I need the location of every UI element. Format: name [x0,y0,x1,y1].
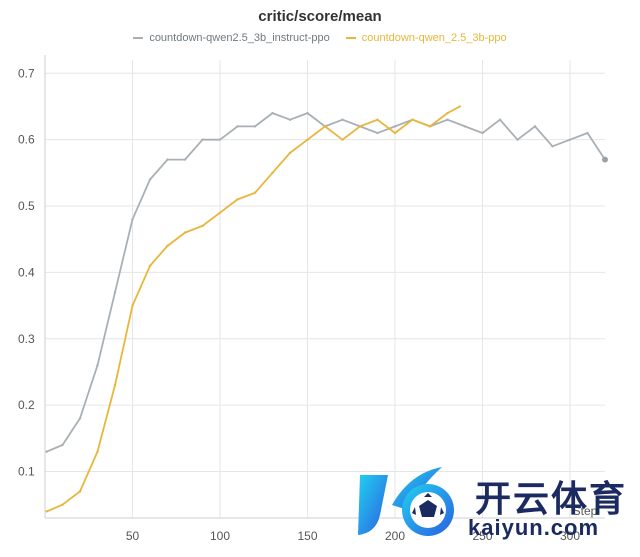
series-1-point[interactable] [96,450,99,453]
series-1-point[interactable] [131,304,134,307]
chart-title: critic/score/mean [258,8,382,25]
series-1-point[interactable] [393,131,397,135]
series-0-end-marker [602,156,608,163]
series-1-point[interactable] [341,138,344,141]
series-0-point[interactable] [498,118,502,121]
series-1-point[interactable] [323,125,327,128]
series-1-point[interactable] [376,118,379,121]
series-0-point[interactable] [236,125,239,128]
legend-item-base[interactable]: countdown-qwen_2.5_3b-ppo [345,32,507,44]
legend-label-instruct: countdown-qwen2.5_3b_instruct-ppo [149,32,330,44]
series-0-point[interactable] [96,364,99,367]
series-0-point[interactable] [551,145,554,148]
series-1-point[interactable] [458,105,461,108]
series-0-point[interactable] [393,125,397,128]
y-tick-label: 0.5 [18,199,35,213]
series-0-point[interactable] [271,111,274,115]
legend-swatch-instruct [133,37,144,39]
series-0-point[interactable] [183,158,187,161]
series-0-point[interactable] [201,138,204,141]
legend-label-base: countdown-qwen_2.5_3b-ppo [361,32,507,44]
series-1-point[interactable] [61,503,64,506]
series-1-point[interactable] [148,264,152,267]
series-1-point[interactable] [271,171,274,175]
y-tick-label: 0.3 [18,332,35,346]
x-tick-label: 200 [385,529,405,543]
series-0-point[interactable] [463,125,467,128]
series-1-point[interactable] [236,198,239,201]
kaiyun-logo-icon [358,467,454,536]
series-line-1[interactable] [46,105,461,513]
x-tick-label: 150 [297,529,317,543]
series-1-point[interactable] [446,111,449,115]
series-1-point[interactable] [411,118,414,121]
series-0-point[interactable] [253,125,257,128]
series-1-point[interactable] [45,510,48,513]
series-0-point[interactable] [376,131,379,135]
series-line-0[interactable] [46,112,606,453]
series-0-point[interactable] [218,138,222,141]
series-1-point[interactable] [218,211,222,214]
chart-legend: countdown-qwen2.5_3b_instruct-ppo countd… [0,32,640,44]
y-tick-label: 0.2 [18,398,35,412]
x-tick-label: 100 [210,529,230,543]
series-0-point[interactable] [78,417,82,420]
x-tick-label: 300 [560,529,580,543]
series-0-point[interactable] [166,158,169,161]
series-0-point[interactable] [45,450,48,453]
watermark-cn-text: 开云体育 [475,478,628,519]
x-axis-label: Step [573,504,598,518]
series-0-point[interactable] [61,443,64,447]
series-0-point[interactable] [341,118,344,121]
series-1-point[interactable] [201,224,204,228]
watermark: 开云体育 kaiyun.com [350,455,635,550]
series-0-point[interactable] [113,291,117,294]
series-0-point[interactable] [516,138,519,141]
series-1-point[interactable] [183,231,187,234]
series-0-point[interactable] [148,178,152,181]
series-0-point[interactable] [446,118,449,121]
series-0-point[interactable] [306,111,309,115]
y-tick-label: 0.1 [18,465,35,479]
series-1-point[interactable] [253,191,257,194]
series-0-point[interactable] [586,131,589,135]
legend-item-instruct[interactable]: countdown-qwen2.5_3b_instruct-ppo [133,32,330,44]
series-1-point[interactable] [113,384,117,387]
series-1-point[interactable] [288,151,292,155]
series-1-point[interactable] [428,125,432,128]
series-0-point[interactable] [568,138,572,141]
series-0-point[interactable] [533,125,537,128]
series-0-point[interactable] [481,131,484,135]
series-1-point[interactable] [306,138,309,141]
x-tick-label: 250 [472,529,492,543]
x-tick-label: 50 [126,529,140,543]
series-0-point[interactable] [131,218,134,221]
series-1-point[interactable] [166,244,169,248]
y-tick-label: 0.4 [18,265,35,279]
watermark-url-text: kaiyun.com [468,515,600,540]
series-1-point[interactable] [78,490,82,493]
series-1-point[interactable] [358,125,362,128]
legend-swatch-base [345,37,356,39]
series-0-point[interactable] [288,118,292,121]
y-tick-label: 0.7 [18,66,35,80]
y-tick-label: 0.6 [18,133,35,147]
